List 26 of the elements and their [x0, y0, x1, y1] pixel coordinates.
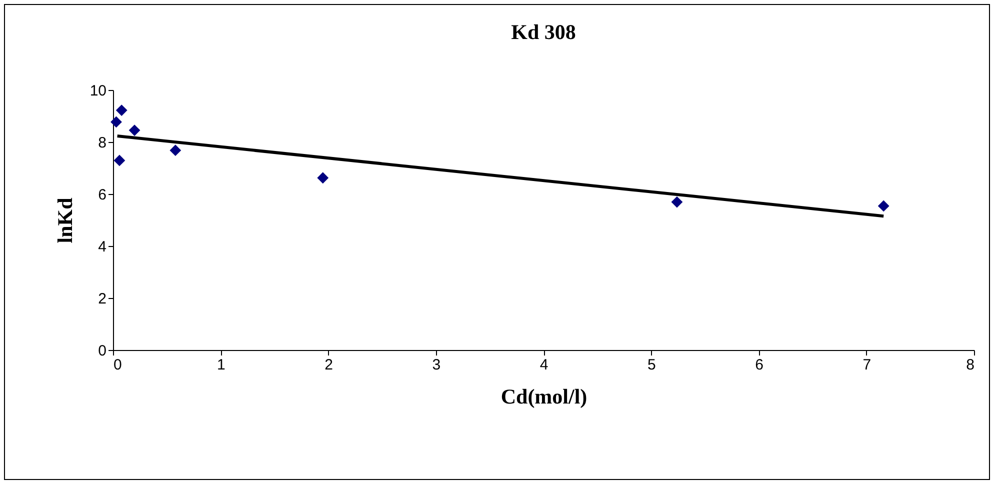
- x-tick-label: 7: [862, 356, 872, 374]
- y-tick-label: 6: [98, 186, 106, 204]
- y-tick-label: 4: [98, 238, 106, 256]
- x-axis-title: Cd(mol/l): [500, 384, 588, 408]
- x-tick-label: 0: [114, 356, 122, 374]
- x-tick-label: 6: [755, 356, 764, 374]
- point: [116, 104, 128, 116]
- y-tick-label: 0: [98, 342, 106, 360]
- point: [671, 196, 683, 208]
- x-tick-label: 5: [647, 356, 656, 374]
- x-tick-label: 2: [324, 356, 333, 374]
- point: [317, 172, 329, 184]
- y-axis-title: lnKd: [52, 197, 77, 244]
- x-tick-label: 1: [216, 356, 226, 374]
- point: [878, 200, 890, 212]
- y-tick-label: 8: [98, 134, 106, 152]
- x-tick-label: 3: [432, 356, 441, 374]
- point: [128, 124, 140, 136]
- chart-title: Kd 308: [511, 20, 576, 44]
- x-tick-label: 4: [540, 356, 548, 374]
- point: [110, 116, 122, 128]
- point: [114, 154, 126, 166]
- point: [170, 144, 182, 156]
- x-tick-label: 8: [966, 356, 974, 374]
- y-tick-label: 10: [90, 82, 106, 100]
- y-tick-label: 2: [98, 290, 106, 308]
